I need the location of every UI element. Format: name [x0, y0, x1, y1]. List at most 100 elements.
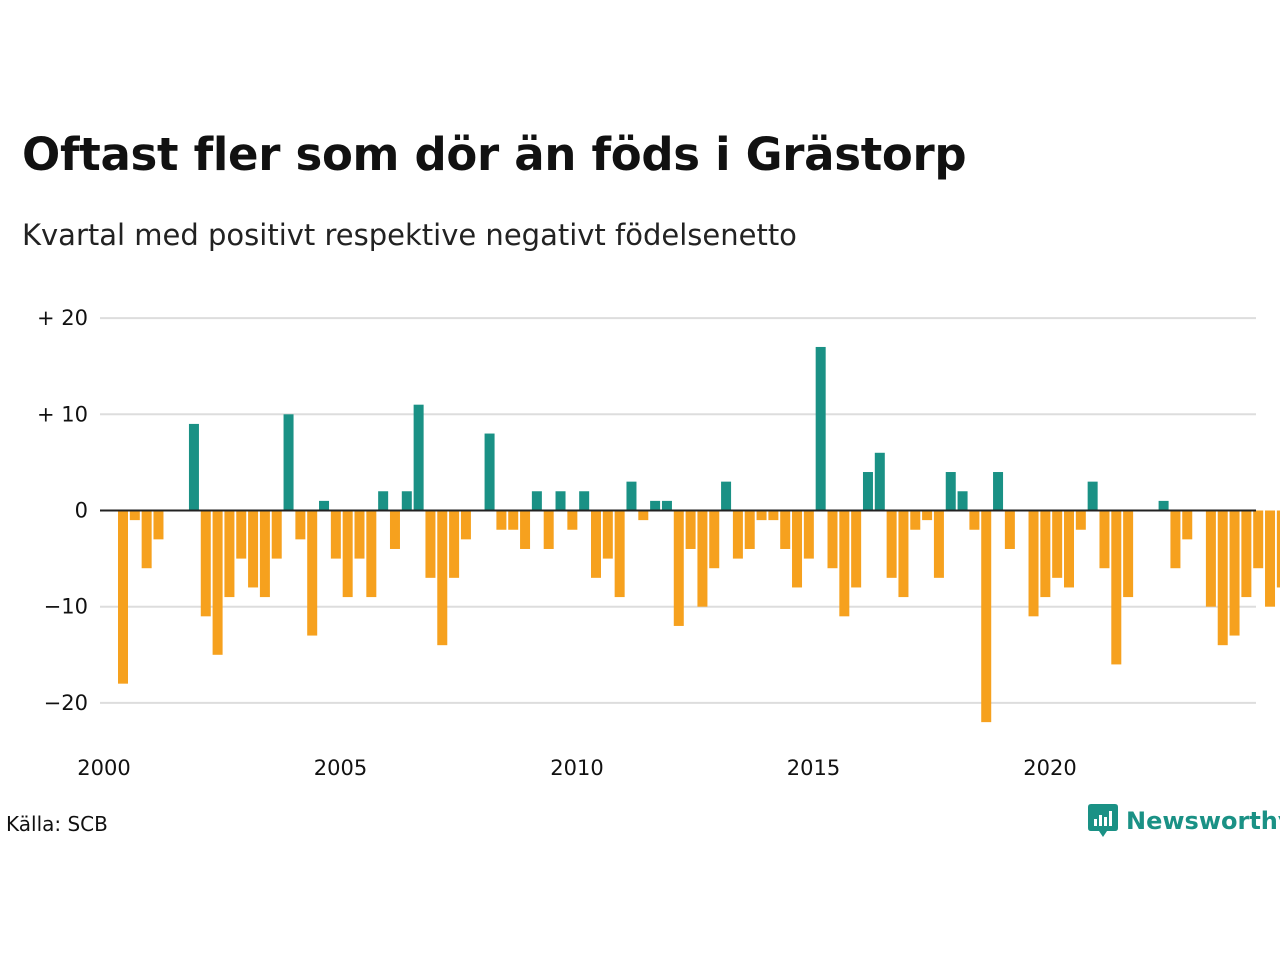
bar-negative: [118, 510, 128, 684]
bar-negative: [366, 510, 377, 598]
bar-negative: [153, 510, 164, 540]
bar-negative: [200, 510, 211, 617]
source-note: Källa: SCB: [6, 812, 108, 836]
bar-negative: [1229, 510, 1240, 636]
bar-negative: [1276, 510, 1280, 588]
bar-negative: [910, 510, 921, 530]
bar-negative: [886, 510, 897, 578]
bar-positive: [874, 452, 885, 511]
bar-chart: + 20 + 10 0 −10 −20 2000 2005 2010 2015 2020: [37, 306, 1280, 780]
bars: [118, 346, 1280, 723]
brand-name: Newsworthy: [1126, 807, 1280, 835]
bar-negative: [141, 510, 152, 569]
bar-negative: [1111, 510, 1122, 665]
bar-negative: [792, 510, 803, 588]
bar-negative: [1075, 510, 1086, 530]
bar-negative: [981, 510, 992, 723]
bar-negative: [1265, 510, 1276, 607]
bar-negative: [248, 510, 259, 588]
bar-negative: [922, 510, 933, 521]
bar-negative: [1241, 510, 1252, 598]
bar-negative: [449, 510, 460, 578]
bar-negative: [898, 510, 909, 598]
bar-negative: [236, 510, 247, 559]
bar-negative: [1253, 510, 1264, 569]
bar-positive: [283, 414, 294, 511]
chart-title: Oftast fler som dör än föds i Grästorp: [22, 128, 967, 181]
bar-negative: [614, 510, 625, 598]
bar-negative: [697, 510, 708, 607]
bar-negative: [827, 510, 838, 569]
bar-positive: [531, 491, 542, 511]
bar-negative: [543, 510, 554, 549]
bar-negative: [295, 510, 306, 540]
bar-negative: [354, 510, 365, 559]
x-tick-label: 2020: [1023, 756, 1076, 780]
bar-negative: [1205, 510, 1216, 607]
y-tick-label: 0: [75, 499, 88, 523]
bar-negative: [744, 510, 755, 549]
bar-negative: [933, 510, 944, 578]
bar-negative: [673, 510, 684, 626]
bar-negative: [1004, 510, 1015, 549]
bar-positive: [957, 491, 968, 511]
bar-positive: [484, 433, 495, 511]
bar-positive: [650, 500, 661, 511]
bar-negative: [638, 510, 649, 521]
newsworthy-logo-icon: [1088, 804, 1118, 837]
bar-negative: [460, 510, 471, 540]
bar-negative: [1182, 510, 1193, 540]
bar-negative: [602, 510, 613, 559]
bar-negative: [212, 510, 223, 655]
bar-negative: [591, 510, 601, 578]
bar-negative: [780, 510, 791, 549]
y-axis-ticks: + 20 + 10 0 −10 −20: [37, 306, 88, 715]
brand-logo: Newsworthy: [1088, 804, 1280, 838]
bar-negative: [425, 510, 436, 578]
bar-positive: [579, 491, 590, 511]
bar-negative: [307, 510, 318, 636]
bar-positive: [413, 404, 424, 511]
bar-positive: [1087, 481, 1098, 511]
bar-positive: [721, 481, 732, 511]
bar-negative: [520, 510, 531, 549]
bar-negative: [803, 510, 814, 559]
bar-positive: [378, 491, 389, 511]
bar-negative: [1064, 510, 1074, 588]
bar-negative: [851, 510, 862, 588]
x-tick-label: 2015: [787, 756, 840, 780]
x-tick-label: 2000: [77, 756, 130, 780]
x-axis-ticks: 2000 2005 2010 2015 2020: [77, 756, 1076, 780]
bar-negative: [1040, 510, 1051, 598]
bar-positive: [1158, 500, 1169, 511]
bar-negative: [1170, 510, 1181, 569]
bar-negative: [768, 510, 779, 521]
bar-positive: [319, 500, 330, 511]
bar-negative: [732, 510, 743, 559]
bar-negative: [224, 510, 235, 598]
bar-positive: [626, 481, 637, 511]
x-tick-label: 2010: [550, 756, 603, 780]
bar-negative: [342, 510, 353, 598]
bar-positive: [862, 472, 873, 511]
x-tick-label: 2005: [314, 756, 367, 780]
bar-positive: [188, 423, 199, 511]
y-tick-label: −10: [44, 595, 88, 619]
bar-negative: [839, 510, 850, 617]
bar-negative: [271, 510, 282, 559]
bar-negative: [567, 510, 578, 530]
bar-negative: [685, 510, 696, 549]
chart-subtitle: Kvartal med positivt respektive negativt…: [22, 218, 797, 252]
y-tick-label: −20: [44, 691, 88, 715]
bar-positive: [945, 472, 956, 511]
bar-positive: [815, 346, 826, 511]
bar-negative: [496, 510, 507, 530]
bar-negative: [969, 510, 980, 530]
bar-negative: [1052, 510, 1063, 578]
bar-negative: [1123, 510, 1134, 598]
bar-negative: [389, 510, 400, 549]
bar-negative: [1099, 510, 1110, 569]
bar-negative: [508, 510, 519, 530]
bar-positive: [993, 472, 1004, 511]
bar-negative: [437, 510, 448, 646]
